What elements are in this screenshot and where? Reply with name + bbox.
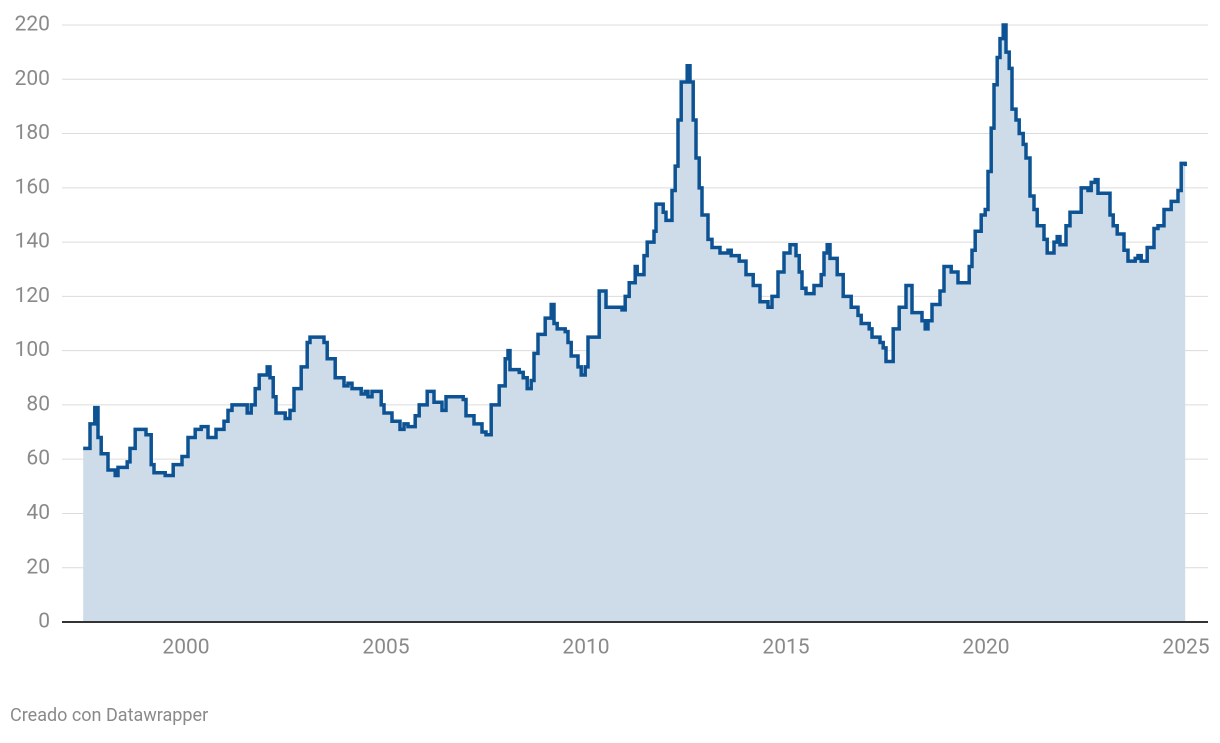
- y-tick-label: 160: [15, 175, 50, 199]
- x-tick-label: 2020: [962, 636, 1009, 660]
- y-tick-label: 140: [15, 230, 50, 254]
- y-tick-label: 100: [15, 338, 50, 362]
- y-tick-label: 60: [26, 447, 50, 471]
- line: [83, 23, 1187, 478]
- y-tick-label: 0: [38, 610, 50, 634]
- x-tick-label: 2010: [562, 636, 609, 660]
- x-tick-label: 2005: [362, 636, 409, 660]
- x-tick-label: 2015: [762, 636, 809, 660]
- area: [83, 25, 1186, 622]
- y-tick-label: 20: [26, 555, 50, 579]
- y-tick-label: 220: [15, 13, 50, 37]
- y-tick-label: 80: [26, 392, 50, 416]
- y-tick-label: 180: [15, 121, 50, 145]
- y-tick-label: 200: [15, 67, 50, 91]
- x-tick-label: 2025: [1162, 636, 1209, 660]
- footer: Creado con Datawrapper: [10, 705, 208, 726]
- x-tick-label: 2000: [162, 636, 209, 660]
- y-tick-label: 120: [15, 284, 50, 308]
- y-tick-label: 40: [26, 501, 50, 525]
